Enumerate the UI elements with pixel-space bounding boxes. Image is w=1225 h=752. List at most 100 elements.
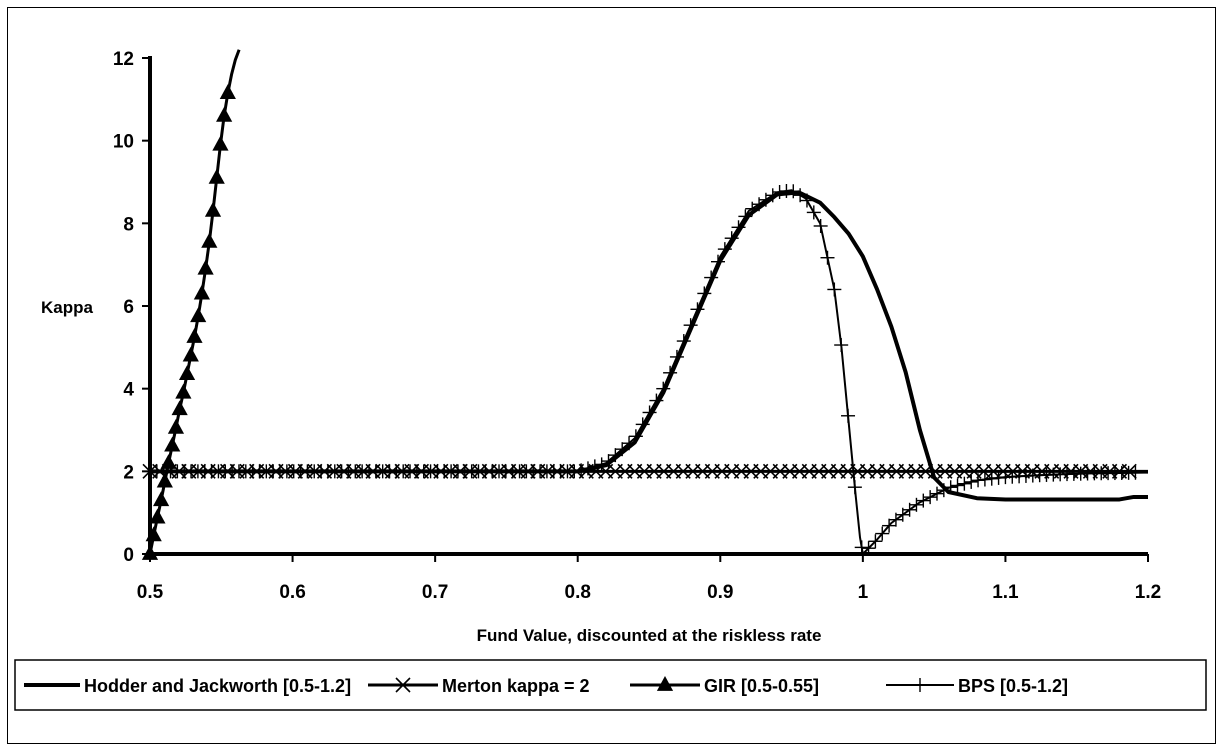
plus-marker — [882, 518, 897, 533]
plus-marker — [841, 408, 856, 423]
x-tick-label: 0.6 — [279, 582, 305, 603]
y-tick-label: 0 — [123, 545, 134, 566]
plus-marker — [724, 231, 739, 246]
plus-marker — [738, 209, 753, 224]
triangle-marker — [156, 472, 173, 488]
triangle-marker — [175, 383, 192, 399]
triangle-marker — [182, 346, 199, 362]
x-marker — [395, 677, 411, 693]
plus-marker — [984, 471, 999, 486]
plus-marker — [868, 534, 883, 549]
triangle-marker — [219, 84, 236, 99]
plus-marker — [601, 454, 616, 469]
legend-label: GIR [0.5-0.55] — [704, 676, 819, 696]
y-tick-label: 8 — [123, 214, 134, 235]
legend-box — [14, 659, 1207, 711]
plus-marker — [656, 381, 671, 396]
plus-marker — [929, 486, 944, 501]
plus-marker — [991, 470, 1006, 485]
plus-marker — [587, 459, 602, 474]
legend-label: Hodder and Jackworth [0.5-1.2] — [84, 676, 351, 696]
x-tick-label: 0.9 — [707, 582, 733, 603]
plus-marker — [697, 286, 712, 301]
triangle-marker — [171, 400, 188, 416]
legend-label: BPS [0.5-1.2] — [958, 676, 1068, 696]
plus-marker — [628, 429, 643, 444]
plus-marker — [964, 474, 979, 489]
plus-marker — [943, 480, 958, 495]
legend-entry: Merton kappa = 2 — [368, 676, 590, 696]
chart-frame — [7, 7, 1216, 744]
plus-marker — [717, 242, 732, 257]
plus-marker — [765, 188, 780, 203]
plus-marker — [622, 436, 637, 451]
plus-marker — [772, 185, 787, 200]
triangle-marker — [186, 328, 203, 343]
plus-marker — [923, 490, 938, 505]
ticks-layer: 0 2 4 6 8 10 12 0.5 0.6 0.7 0.8 0.9 1 1.1 1.2 — [113, 49, 1161, 603]
plus-marker — [834, 338, 849, 353]
plus-marker — [813, 218, 828, 233]
triangle-marker — [193, 284, 210, 300]
plus-marker — [580, 461, 595, 476]
triangle-marker — [164, 436, 181, 452]
plus-marker — [608, 448, 623, 463]
plus-marker — [913, 678, 927, 692]
triangle-marker — [197, 259, 214, 275]
triangle-marker — [160, 454, 177, 469]
plus-marker — [806, 205, 821, 220]
plus-marker — [827, 282, 842, 297]
plus-marker — [690, 302, 705, 317]
triangle-marker — [167, 418, 185, 434]
triangle-marker — [216, 106, 233, 122]
plus-marker — [594, 457, 609, 472]
triangle-marker — [208, 168, 225, 184]
plus-marker — [731, 220, 746, 235]
plus-marker — [957, 476, 972, 491]
series-3 — [141, 49, 241, 560]
legend-entry: Hodder and Jackworth [0.5-1.2] — [24, 676, 351, 696]
x-tick-label: 0.5 — [137, 582, 164, 603]
y-tick-label: 12 — [113, 49, 134, 70]
plus-marker — [820, 250, 835, 265]
plus-marker — [977, 472, 992, 487]
series-4 — [143, 184, 1149, 556]
triangle-marker — [178, 365, 196, 381]
y-tick-label: 4 — [123, 380, 134, 401]
legend-entry: BPS [0.5-1.2] — [886, 676, 1068, 696]
triangle-marker — [201, 232, 218, 248]
plus-marker — [649, 393, 664, 408]
y-tick-label: 6 — [123, 297, 134, 318]
x-tick-label: 0.7 — [422, 582, 448, 603]
plus-marker — [663, 365, 678, 380]
plus-marker — [971, 473, 986, 488]
series-layer — [141, 49, 1149, 560]
plus-marker — [574, 463, 589, 478]
legend-label: Merton kappa = 2 — [442, 676, 590, 696]
legend: Hodder and Jackworth [0.5-1.2] Merton kap… — [14, 659, 1207, 711]
plus-marker — [642, 405, 657, 420]
x-tick-label: 1.1 — [992, 582, 1019, 603]
plus-marker — [786, 184, 801, 199]
triangle-marker — [153, 491, 170, 507]
plus-marker — [669, 349, 684, 364]
plus-marker — [635, 417, 650, 432]
plus-marker — [875, 526, 890, 541]
triangle-marker — [149, 508, 166, 524]
plus-marker — [567, 464, 582, 479]
triangle-marker — [656, 676, 674, 691]
plus-marker — [704, 270, 719, 285]
y-tick-label: 10 — [113, 132, 134, 153]
series-1 — [150, 190, 1148, 502]
triangle-marker — [204, 201, 222, 217]
plus-marker — [676, 334, 691, 349]
triangle-marker — [212, 135, 229, 151]
plus-marker — [615, 442, 630, 457]
y-tick-label: 2 — [123, 462, 134, 483]
legend-items: Hodder and Jackworth [0.5-1.2] Merton kap… — [24, 676, 1068, 696]
plus-marker — [683, 318, 698, 333]
y-axis-title: Kappa — [41, 298, 94, 317]
plus-marker — [799, 193, 814, 208]
plus-marker — [711, 254, 726, 269]
